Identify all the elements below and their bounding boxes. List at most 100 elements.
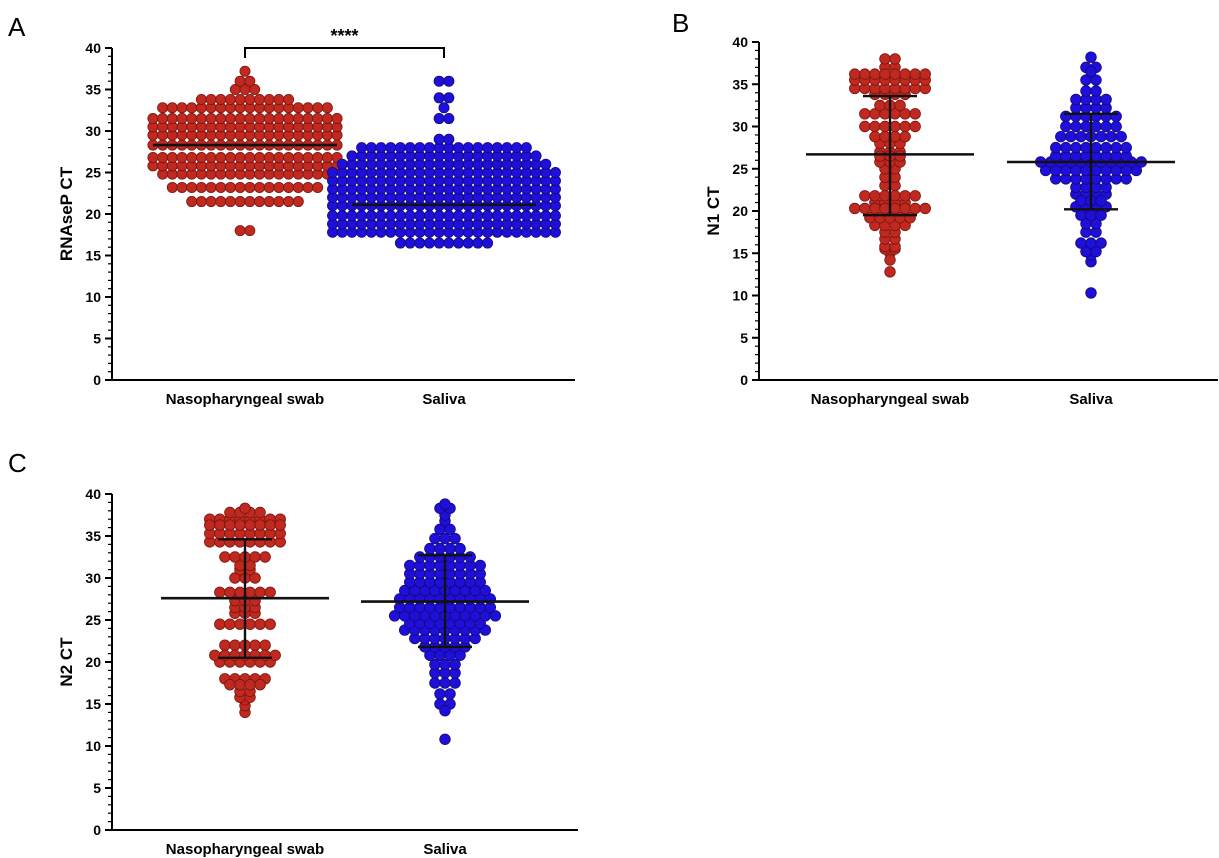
data-point-a-saliva [462,237,474,249]
data-point-c-saliva [424,542,436,555]
data-point-a-nasopharyngeal-swab [205,181,217,193]
data-point-b-saliva [1090,217,1102,230]
y-tick-label-a: 20 [85,206,101,222]
data-point-b-saliva [1080,141,1092,154]
data-point-c-saliva [489,610,502,622]
data-point-c-saliva [434,542,446,555]
data-point-a-nasopharyngeal-swab [283,181,295,193]
data-point-a-nasopharyngeal-swab [176,181,188,193]
data-point-b-nasopharyngeal-swab [899,130,911,143]
y-tick-label-b: 25 [732,161,748,177]
data-point-a-saliva [443,92,455,104]
data-point-b-saliva [1120,141,1132,154]
data-point-a-saliva [443,133,455,145]
data-point-a-saliva [423,237,435,249]
data-point-a-nasopharyngeal-swab [215,113,227,125]
data-point-c-nasopharyngeal-swab [219,639,231,651]
data-point-c-nasopharyngeal-swab [264,519,276,531]
data-point-c-saliva [439,733,451,745]
panel-letter-b: B [672,8,690,38]
data-point-a-saliva [346,150,358,162]
data-point-b-nasopharyngeal-swab [859,190,871,202]
data-point-a-nasopharyngeal-swab [176,102,188,114]
data-point-a-saliva [549,210,561,222]
data-point-c-saliva [404,559,416,572]
panel-a: A 0 5 10 15 20 25 30 35 40 RNAseP CT Nasopharyngea… [0,0,600,420]
data-point-a-saliva [482,237,494,249]
data-point-a-nasopharyngeal-swab [239,65,251,77]
data-point-b-saliva [1075,195,1087,207]
y-tick-label-a: 15 [85,248,101,264]
data-point-a-nasopharyngeal-swab [176,152,188,164]
data-point-a-saliva [404,142,416,154]
data-point-a-saliva [336,158,348,170]
data-point-b-nasopharyngeal-swab [889,120,901,133]
data-point-b-nasopharyngeal-swab [859,120,871,133]
data-point-a-nasopharyngeal-swab [234,225,246,237]
data-point-b-saliva [1070,141,1082,154]
data-point-a-saliva [414,142,426,154]
data-point-a-saliva [433,113,445,125]
data-point-a-saliva [365,142,377,154]
data-point-a-nasopharyngeal-swab [166,152,178,164]
y-tick-label-b: 10 [732,288,748,304]
data-point-b-saliva [1075,237,1087,249]
data-point-a-nasopharyngeal-swab [263,93,275,105]
significance-bracket-a [244,47,445,58]
y-tick-label-a: 30 [85,123,101,139]
data-point-c-nasopharyngeal-swab [249,639,261,651]
y-tick-label-b: 20 [732,203,748,219]
data-point-a-nasopharyngeal-swab [292,181,304,193]
data-point-b-saliva [1090,141,1102,154]
data-point-a-nasopharyngeal-swab [244,93,256,105]
data-point-b-nasopharyngeal-swab [869,120,881,133]
data-point-c-nasopharyngeal-swab [269,649,281,661]
data-point-c-saliva [444,542,456,555]
data-point-b-nasopharyngeal-swab [884,254,896,266]
data-point-a-saliva [433,133,445,145]
data-point-b-saliva [1090,74,1102,86]
data-point-a-nasopharyngeal-swab [224,113,236,125]
data-point-a-saliva [327,210,339,222]
data-point-a-nasopharyngeal-swab [234,152,246,164]
data-point-a-nasopharyngeal-swab [224,196,236,208]
data-point-b-saliva [1115,130,1127,143]
data-point-c-nasopharyngeal-swab [244,586,256,598]
data-point-a-nasopharyngeal-swab [224,93,236,105]
data-point-a-nasopharyngeal-swab [215,93,227,105]
data-point-a-nasopharyngeal-swab [195,152,207,164]
data-point-a-nasopharyngeal-swab [254,196,266,208]
x-category-label-c-nasopharyngeal-swab: Nasopharyngeal swab [166,841,324,858]
data-point-a-saliva [433,75,445,87]
data-point-a-saliva [414,210,426,222]
y-tick-label-a: 35 [85,82,101,98]
significance-label-a: **** [330,26,358,46]
y-tick-label-c: 5 [93,780,101,796]
data-point-b-saliva [1090,85,1102,97]
data-point-c-saliva [444,523,456,535]
data-point-c-nasopharyngeal-swab [224,678,236,691]
data-point-a-nasopharyngeal-swab [186,102,198,114]
data-point-c-saliva [414,551,426,563]
data-point-a-nasopharyngeal-swab [244,225,256,237]
data-point-b-saliva [1095,195,1107,207]
data-point-c-nasopharyngeal-swab [264,618,276,630]
data-point-a-nasopharyngeal-swab [195,196,207,208]
data-point-a-nasopharyngeal-swab [186,152,198,164]
data-point-a-saliva [385,142,397,154]
data-point-a-saliva [472,237,484,249]
data-point-b-nasopharyngeal-swab [899,202,911,215]
data-point-c-nasopharyngeal-swab [229,639,241,651]
data-point-c-saliva [454,542,466,555]
data-point-b-nasopharyngeal-swab [909,120,921,133]
data-point-a-nasopharyngeal-swab [215,152,227,164]
data-point-c-nasopharyngeal-swab [254,586,266,598]
data-point-a-saliva [549,166,561,178]
data-point-a-nasopharyngeal-swab [249,84,261,96]
data-point-a-saliva [501,210,513,222]
data-point-c-saliva [444,688,456,700]
data-point-a-nasopharyngeal-swab [254,93,266,105]
data-point-a-nasopharyngeal-swab [244,181,256,193]
data-point-a-nasopharyngeal-swab [166,113,178,125]
data-point-a-saliva [433,237,445,249]
